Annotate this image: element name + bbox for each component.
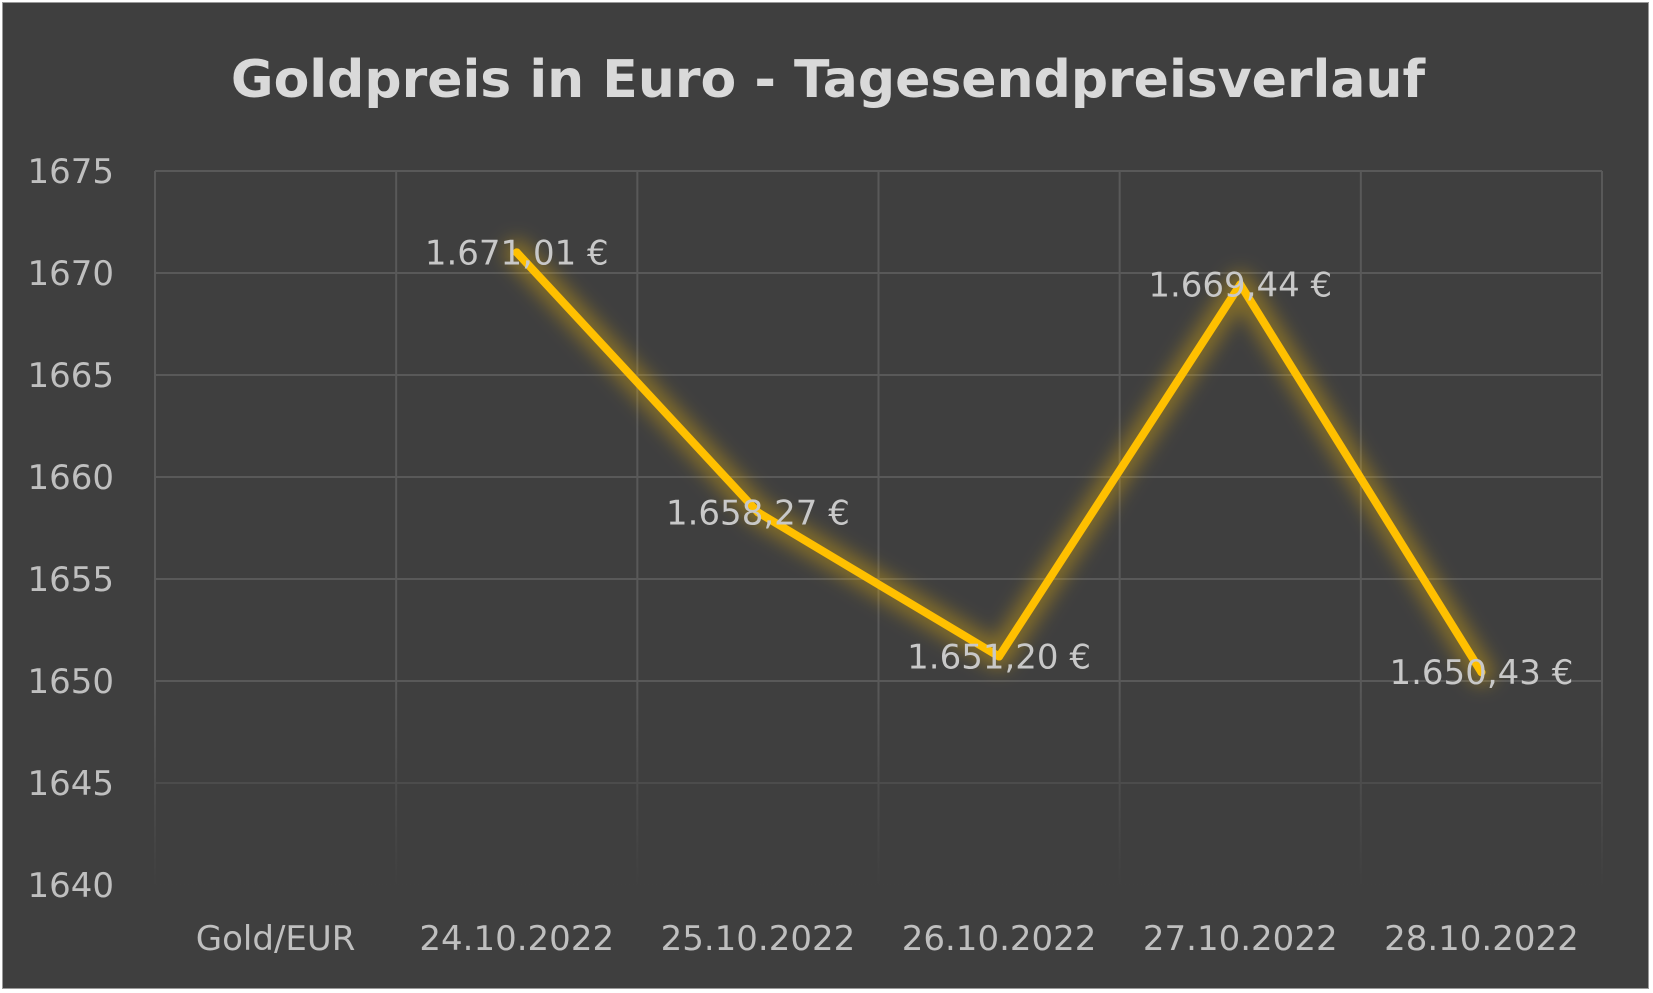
- x-tick-label: Gold/EUR: [196, 919, 356, 959]
- data-labels: 1.671,01 € 1.658,27 € 1.651,20 € 1.669,44 €…: [425, 233, 1574, 693]
- grid: [153, 170, 1604, 887]
- data-label: 1.650,43 €: [1389, 653, 1573, 693]
- chart-title: Goldpreis in Euro - Tagesendpreisverlauf: [231, 50, 1427, 110]
- data-label: 1.658,27 €: [666, 493, 850, 533]
- data-label: 1.671,01 €: [425, 233, 609, 273]
- x-tick-label: 25.10.2022: [661, 919, 856, 959]
- y-axis: 1640 1645 1650 1655 1660 1665 1670 1675: [27, 152, 114, 906]
- y-tick-label: 1675: [27, 152, 114, 192]
- x-tick-label: 27.10.2022: [1143, 919, 1338, 959]
- series-line-glow: [503, 239, 1495, 686]
- y-tick-label: 1645: [27, 764, 114, 804]
- y-tick-label: 1660: [27, 458, 114, 498]
- x-tick-label: 24.10.2022: [419, 919, 614, 959]
- data-label: 1.669,44 €: [1148, 265, 1332, 305]
- grid-fade: [153, 681, 1604, 887]
- x-tick-label: 26.10.2022: [902, 919, 1097, 959]
- x-tick-label: 28.10.2022: [1384, 919, 1579, 959]
- data-point: [995, 652, 1004, 661]
- data-point: [1236, 280, 1245, 289]
- y-tick-label: 1655: [27, 560, 114, 600]
- data-point: [512, 248, 521, 257]
- series-gold-eur: [503, 239, 1495, 686]
- y-tick-label: 1640: [27, 866, 114, 906]
- data-point: [1477, 668, 1486, 677]
- data-label: 1.651,20 €: [907, 638, 1091, 678]
- y-tick-label: 1670: [27, 254, 114, 294]
- x-axis: Gold/EUR 24.10.2022 25.10.2022 26.10.2022 27…: [196, 919, 1579, 959]
- y-tick-label: 1650: [27, 662, 114, 702]
- y-tick-label: 1665: [27, 356, 114, 396]
- data-point: [753, 508, 762, 517]
